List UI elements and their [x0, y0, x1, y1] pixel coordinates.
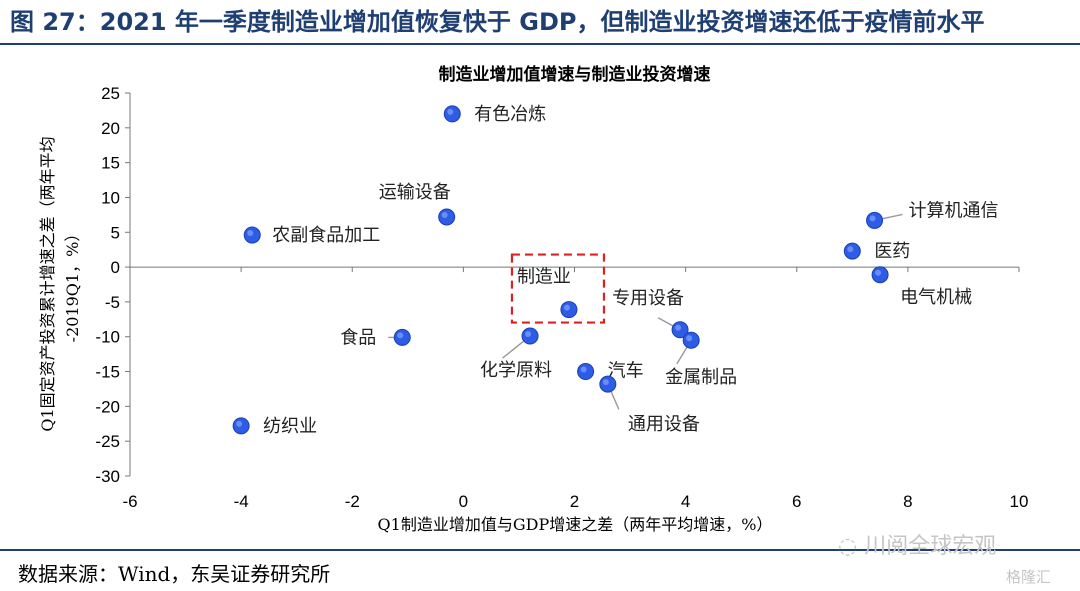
- x-tick-label: 2: [570, 492, 579, 511]
- data-point-highlight: [563, 304, 570, 311]
- point-label: 金属制品: [665, 367, 737, 388]
- watermark-corner: 格隆汇: [1006, 568, 1052, 586]
- y-tick-label: -5: [105, 293, 120, 312]
- footer-divider: [0, 549, 1080, 551]
- x-tick-label: -6: [122, 492, 137, 511]
- data-point-highlight: [525, 331, 532, 338]
- figure-title: 图 27：2021 年一季度制造业增加值恢复快于 GDP，但制造业投资增速还低于…: [10, 8, 985, 36]
- data-point-highlight: [397, 332, 404, 339]
- x-tick-label: 10: [1010, 492, 1029, 511]
- point-label: 医药: [874, 241, 910, 262]
- chart-title: 制造业增加值增速与制造业投资增速: [439, 64, 711, 85]
- y-tick-label: -30: [95, 467, 120, 486]
- y-tick-label: 0: [111, 258, 120, 277]
- y-tick-label: -25: [95, 432, 120, 451]
- source-note: 数据来源：Wind，东吴证券研究所: [18, 562, 331, 586]
- x-axis-title: Q1制造业增加值与GDP增速之差（两年平均增速，%）: [378, 515, 773, 534]
- data-point-highlight: [869, 215, 876, 222]
- data-point-highlight: [447, 108, 454, 115]
- y-tick-label: -15: [95, 363, 120, 382]
- point-label: 专用设备: [612, 288, 684, 309]
- point-label: 化学原料: [480, 360, 552, 381]
- point-label: 纺织业: [263, 416, 317, 437]
- data-point-highlight: [441, 211, 448, 218]
- y-tick-label: -10: [95, 328, 120, 347]
- data-point-highlight: [686, 335, 693, 342]
- watermark: ◌ 川阅全球宏观: [838, 528, 996, 560]
- scatter-chart: 制造业增加值增速与制造业投资增速2520151050-5-10-15-20-25…: [38, 64, 1029, 534]
- data-point-highlight: [236, 420, 243, 427]
- x-tick-label: 8: [903, 492, 912, 511]
- point-label: 通用设备: [628, 414, 700, 435]
- y-axis-title-line2: -2019Q1，%）: [63, 226, 82, 343]
- x-tick-label: 4: [681, 492, 690, 511]
- highlight-box: [510, 253, 606, 324]
- point-label: 电气机械: [900, 287, 972, 308]
- x-tick-label: 6: [792, 492, 801, 511]
- y-tick-label: 10: [101, 188, 120, 207]
- point-label: 食品: [340, 327, 376, 348]
- point-label: 有色冶炼: [474, 104, 546, 125]
- data-point-highlight: [847, 246, 854, 253]
- watermark-text: 川阅全球宏观: [864, 534, 997, 559]
- data-point-highlight: [875, 269, 882, 276]
- point-label: 运输设备: [379, 182, 451, 203]
- x-tick-label: 0: [459, 492, 468, 511]
- point-label: 制造业: [517, 267, 571, 288]
- title-divider: [0, 43, 1080, 45]
- x-tick-label: -2: [345, 492, 360, 511]
- y-tick-label: 5: [111, 223, 120, 242]
- wechat-icon: ◌: [838, 534, 858, 559]
- data-point-highlight: [247, 230, 254, 237]
- point-label: 汽车: [608, 361, 644, 382]
- data-point-highlight: [580, 366, 587, 373]
- y-axis-title-line1: Q1固定资产投资累计增速之差（两年平均: [38, 136, 57, 431]
- data-point-highlight: [602, 379, 609, 386]
- y-tick-label: 15: [101, 154, 120, 173]
- point-label: 计算机通信: [909, 200, 999, 221]
- y-tick-label: 25: [101, 84, 120, 103]
- point-label: 农副食品加工: [272, 225, 380, 246]
- x-tick-label: -4: [234, 492, 249, 511]
- data-point-highlight: [675, 324, 682, 331]
- y-tick-label: -20: [95, 397, 120, 416]
- y-tick-label: 20: [101, 119, 120, 138]
